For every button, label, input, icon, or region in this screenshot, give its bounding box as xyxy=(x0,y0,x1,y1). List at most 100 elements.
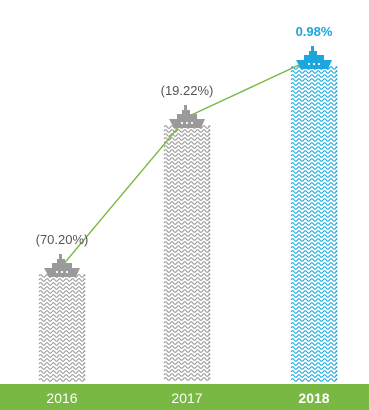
bar-wave-line xyxy=(38,290,86,294)
bar-wave-line xyxy=(38,362,86,366)
bar-wave-line xyxy=(290,358,338,362)
bar-wave-line xyxy=(163,229,211,233)
bar-wave-line xyxy=(290,218,338,222)
bar-wave-line xyxy=(163,249,211,253)
bar-2018 xyxy=(290,66,338,382)
bar-wave-line xyxy=(290,330,338,334)
bar-wave-line xyxy=(290,186,338,190)
bar-wave-line xyxy=(163,193,211,197)
bar-wave-line xyxy=(290,222,338,226)
ship-icon xyxy=(44,254,80,277)
bar-wave-line xyxy=(163,329,211,333)
bar-wave-line xyxy=(38,278,86,282)
bar-wave-line xyxy=(163,197,211,201)
bar-wave-line xyxy=(163,181,211,185)
ship-porthole xyxy=(180,121,184,125)
bar-wave-line xyxy=(290,246,338,250)
bar-wave-line xyxy=(290,234,338,238)
bar-wave-line xyxy=(163,289,211,293)
bar-wave-line xyxy=(290,182,338,186)
value-label-2018: 0.98% xyxy=(296,24,333,39)
ship-porthole xyxy=(55,270,59,274)
bar-wave-line xyxy=(290,150,338,154)
bar-wave-line xyxy=(290,206,338,210)
bar-wave-line xyxy=(38,330,86,334)
bar-wave-line xyxy=(163,213,211,217)
bar-wave-line xyxy=(163,201,211,205)
bar-wave-line xyxy=(38,374,86,378)
ships-layer xyxy=(44,46,332,277)
bar-wave-line xyxy=(290,66,338,70)
bar-wave-line xyxy=(290,322,338,326)
bar-wave-line xyxy=(290,374,338,378)
value-label-2016: (70.20%) xyxy=(36,232,89,247)
bar-wave-line xyxy=(163,133,211,137)
ship-funnel xyxy=(184,105,187,111)
bar-wave-line xyxy=(163,341,211,345)
bar-wave-line xyxy=(290,258,338,262)
bar-wave-line xyxy=(163,177,211,181)
bar-wave-line xyxy=(38,326,86,330)
bar-wave-line xyxy=(290,298,338,302)
bar-wave-line xyxy=(290,370,338,374)
bar-wave-line xyxy=(38,318,86,322)
bar-wave-line xyxy=(163,313,211,317)
bar-wave-line xyxy=(163,305,211,309)
bar-wave-line xyxy=(290,366,338,370)
bar-wave-line xyxy=(163,373,211,377)
ship-porthole xyxy=(317,62,321,66)
bar-wave-line xyxy=(163,301,211,305)
bar-wave-line xyxy=(163,137,211,141)
bar-wave-line xyxy=(163,377,211,381)
bar-wave-line xyxy=(290,190,338,194)
bar-wave-line xyxy=(163,361,211,365)
bar-wave-line xyxy=(290,342,338,346)
bar-wave-line xyxy=(290,130,338,134)
bar-wave-line xyxy=(290,210,338,214)
bar-wave-line xyxy=(38,294,86,298)
bar-wave-line xyxy=(163,225,211,229)
bar-wave-line xyxy=(290,90,338,94)
bar-wave-line xyxy=(290,74,338,78)
bar-wave-line xyxy=(290,122,338,126)
bar-wave-line xyxy=(290,114,338,118)
bar-wave-line xyxy=(38,350,86,354)
bar-wave-line xyxy=(290,106,338,110)
bar-wave-line xyxy=(163,277,211,281)
bar-wave-line xyxy=(163,309,211,313)
ship-bridge xyxy=(182,110,190,115)
bar-wave-line xyxy=(163,253,211,257)
ship-porthole xyxy=(185,121,189,125)
bar-wave-line xyxy=(163,245,211,249)
bar-wave-line xyxy=(290,266,338,270)
bar-wave-line xyxy=(290,166,338,170)
bar-wave-line xyxy=(290,86,338,90)
bar-wave-line xyxy=(290,162,338,166)
bar-wave-line xyxy=(163,273,211,277)
bar-wave-line xyxy=(290,70,338,74)
ship-porthole xyxy=(190,121,194,125)
ship-cabin xyxy=(177,114,197,120)
category-label-2016: 2016 xyxy=(46,390,77,406)
bar-wave-line xyxy=(163,241,211,245)
bar-wave-line xyxy=(38,298,86,302)
bar-wave-line xyxy=(290,242,338,246)
ship-porthole xyxy=(60,270,64,274)
ship-bridge xyxy=(309,51,317,55)
bar-wave-line xyxy=(290,142,338,146)
bar-wave-line xyxy=(290,126,338,130)
bar-wave-line xyxy=(290,286,338,290)
bar-wave-line xyxy=(163,281,211,285)
bar-wave-line xyxy=(163,145,211,149)
bar-wave-line xyxy=(290,194,338,198)
bar-wave-line xyxy=(290,278,338,282)
bar-wave-line xyxy=(38,338,86,342)
bar-wave-line xyxy=(290,170,338,174)
bar-wave-line xyxy=(38,302,86,306)
bar-wave-line xyxy=(290,110,338,114)
bar-wave-line xyxy=(163,233,211,237)
bar-wave-line xyxy=(163,189,211,193)
bar-wave-line xyxy=(38,346,86,350)
category-label-2017: 2017 xyxy=(171,390,202,406)
